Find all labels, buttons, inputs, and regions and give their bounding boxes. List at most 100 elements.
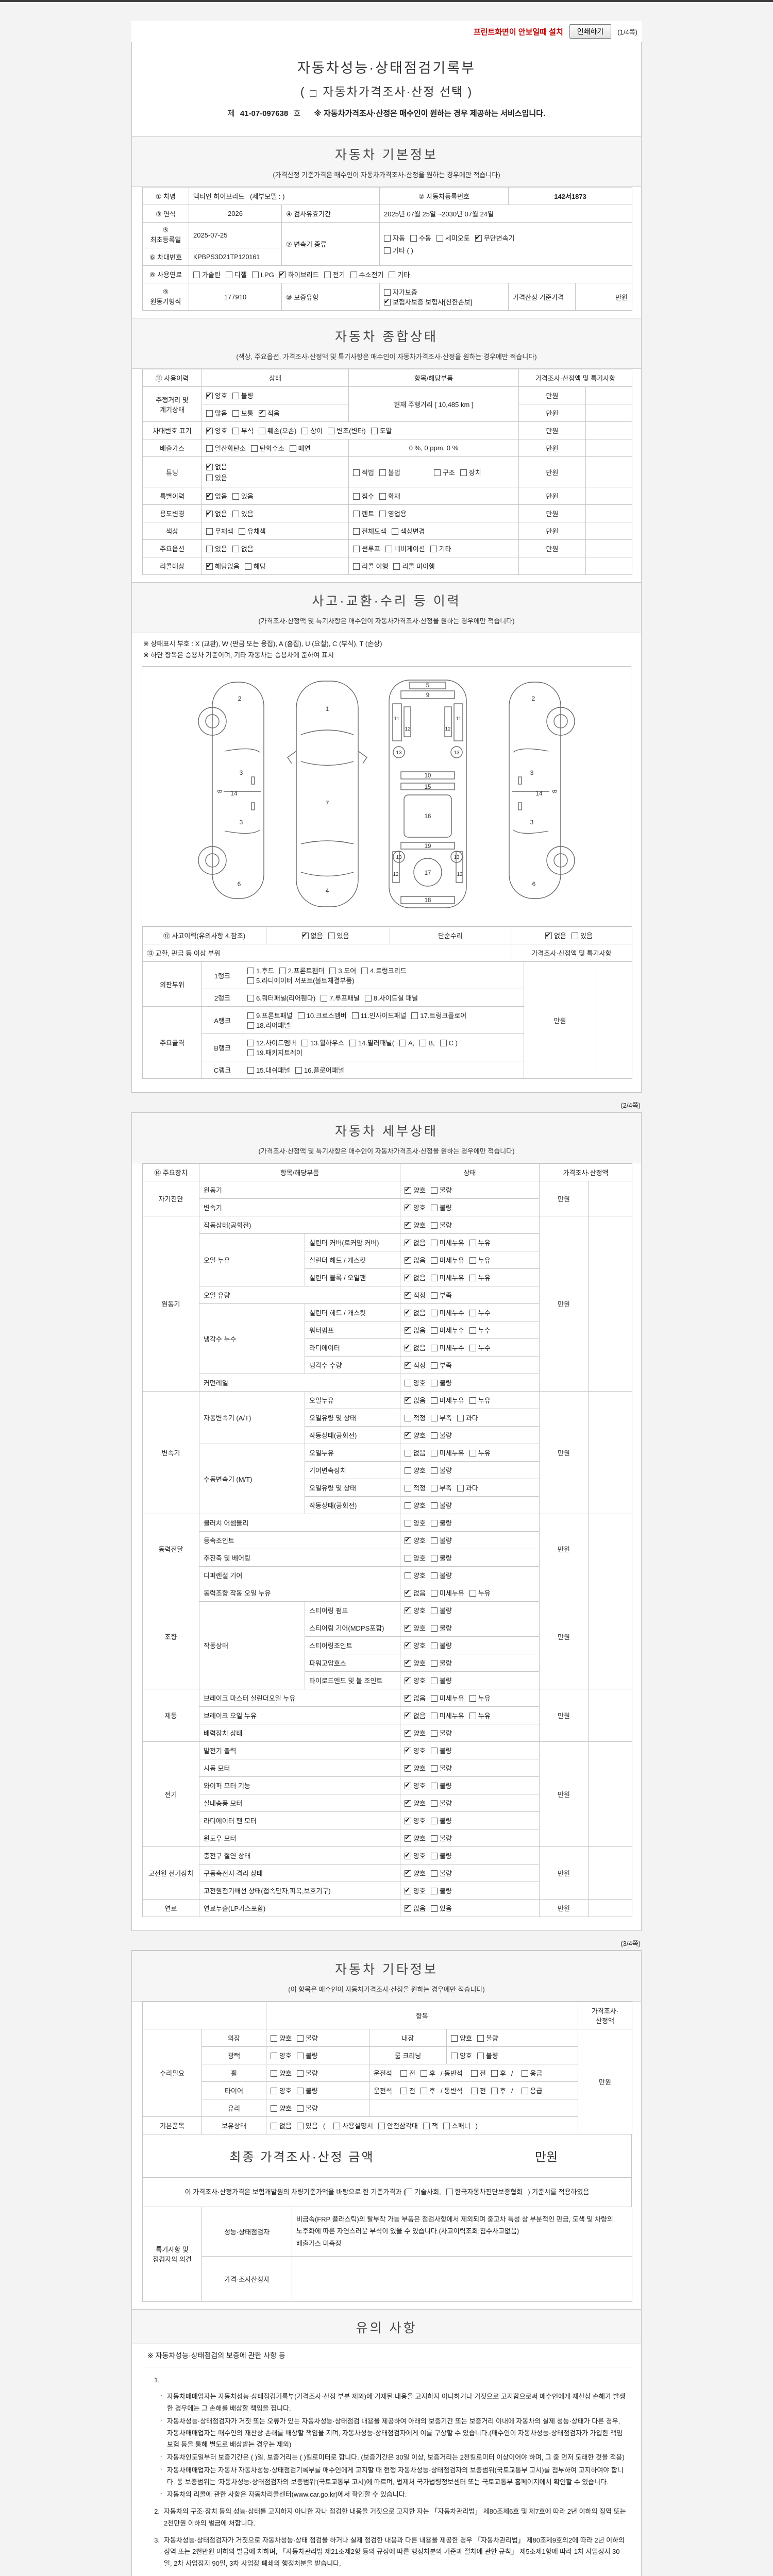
checkbox-checked[interactable]: [405, 1221, 411, 1229]
checkbox[interactable]: [353, 563, 360, 570]
checkbox-option[interactable]: 12.사이드멤버: [247, 1038, 296, 1047]
checkbox-option[interactable]: 불량: [477, 2050, 498, 2060]
checkbox-option[interactable]: 없음: [232, 544, 254, 553]
print-button[interactable]: 인쇄하기: [569, 24, 612, 39]
checkbox-option[interactable]: 미세누수: [430, 1343, 464, 1352]
checkbox[interactable]: [378, 2123, 385, 2130]
checkbox[interactable]: [430, 1257, 438, 1264]
checkbox[interactable]: [469, 1310, 476, 1317]
checkbox[interactable]: [430, 1835, 438, 1842]
checkbox[interactable]: [430, 1765, 438, 1772]
checkbox-option[interactable]: 누유: [469, 1273, 491, 1282]
checkbox-option[interactable]: 10.크로스멤버: [297, 1010, 347, 1020]
checkbox-checked[interactable]: [405, 1606, 411, 1615]
checkbox-option[interactable]: 과다: [457, 1413, 478, 1422]
checkbox-option[interactable]: 부식: [232, 426, 254, 435]
checkbox-option[interactable]: 응급: [521, 2086, 542, 2095]
checkbox-option[interactable]: 미세누수: [430, 1325, 464, 1335]
checkbox-option[interactable]: 후: [491, 2068, 506, 2078]
checkbox-option[interactable]: 세미오토: [436, 233, 470, 243]
valuation-select-checkbox[interactable]: [309, 90, 316, 97]
checkbox[interactable]: [271, 2123, 277, 2130]
checkbox-option[interactable]: 누유: [469, 1395, 491, 1405]
checkbox[interactable]: [430, 1275, 438, 1282]
checkbox-checked[interactable]: [405, 1869, 411, 1877]
checkbox[interactable]: [301, 1040, 308, 1047]
checkbox-option[interactable]: 15.대쉬패널: [247, 1065, 290, 1075]
checkbox[interactable]: [430, 1380, 438, 1387]
checkbox-checked[interactable]: [405, 1641, 411, 1650]
checkbox-checked[interactable]: [405, 1431, 411, 1439]
checkbox-checked[interactable]: [206, 562, 213, 570]
checkbox[interactable]: [491, 2070, 498, 2077]
checkbox-option[interactable]: 누수: [469, 1325, 491, 1335]
checkbox-checked[interactable]: [405, 1834, 411, 1842]
checkbox[interactable]: [271, 2105, 277, 2112]
checkbox-option[interactable]: 누수: [469, 1308, 491, 1317]
checkbox-checked[interactable]: [405, 1185, 411, 1194]
checkbox-checked[interactable]: [545, 931, 552, 940]
checkbox-checked[interactable]: [405, 1886, 411, 1895]
checkbox[interactable]: [430, 1607, 438, 1615]
checkbox[interactable]: [271, 2053, 277, 2060]
checkbox-option[interactable]: 불량: [430, 1745, 452, 1755]
checkbox-option[interactable]: 매연: [289, 443, 311, 453]
checkbox-option[interactable]: 양호: [405, 1518, 426, 1528]
checkbox-option[interactable]: 양호: [405, 1185, 426, 1195]
checkbox-option[interactable]: 부족: [430, 1413, 452, 1422]
checkbox-option[interactable]: 부족: [430, 1360, 452, 1370]
checkbox-option[interactable]: 자가보증: [384, 287, 417, 297]
checkbox-option[interactable]: 부족: [430, 1483, 452, 1493]
checkbox[interactable]: [430, 1642, 438, 1650]
checkbox-option[interactable]: 양호: [405, 1868, 426, 1878]
checkbox[interactable]: [430, 1327, 438, 1334]
checkbox-option[interactable]: 9.프론트패널: [247, 1010, 293, 1020]
checkbox[interactable]: [430, 1362, 438, 1369]
checkbox-checked[interactable]: [405, 1588, 411, 1597]
checkbox-option[interactable]: 양호: [405, 1745, 426, 1755]
checkbox[interactable]: [384, 289, 391, 296]
checkbox-checked[interactable]: [301, 931, 309, 940]
checkbox[interactable]: [405, 1502, 411, 1510]
checkbox[interactable]: [430, 1205, 438, 1212]
checkbox-option[interactable]: 있음: [328, 930, 349, 940]
checkbox-option[interactable]: 디젤: [225, 269, 247, 279]
checkbox-checked[interactable]: [206, 462, 213, 470]
checkbox-option[interactable]: 부족: [430, 1290, 452, 1300]
checkbox[interactable]: [289, 445, 296, 452]
checkbox-option[interactable]: 미세누유: [430, 1395, 464, 1405]
checkbox[interactable]: [399, 1040, 407, 1047]
checkbox-option[interactable]: 양호: [405, 1781, 426, 1790]
checkbox-option[interactable]: 기타: [430, 544, 451, 553]
checkbox-option[interactable]: 렌트: [353, 509, 374, 518]
checkbox[interactable]: [405, 1555, 411, 1562]
checkbox[interactable]: [419, 1040, 427, 1047]
checkbox-option[interactable]: 해당: [244, 561, 266, 571]
checkbox-option[interactable]: 안전삼각대: [378, 2121, 418, 2130]
checkbox[interactable]: [271, 2088, 277, 2095]
checkbox-checked[interactable]: [206, 391, 213, 399]
checkbox[interactable]: [491, 2088, 498, 2095]
checkbox[interactable]: [225, 272, 232, 278]
checkbox-option[interactable]: 불량: [430, 1570, 452, 1580]
checkbox-option[interactable]: 후: [491, 2086, 506, 2095]
checkbox-option[interactable]: 미세누유: [430, 1693, 464, 1703]
checkbox-option[interactable]: 하이브리드: [279, 269, 319, 279]
checkbox[interactable]: [430, 1240, 438, 1247]
checkbox[interactable]: [353, 469, 360, 476]
checkbox-checked[interactable]: [405, 1658, 411, 1667]
checkbox-option[interactable]: 19.패키지트레이: [247, 1047, 303, 1057]
checkbox-checked[interactable]: [206, 426, 213, 434]
checkbox-option[interactable]: 없음: [405, 1308, 426, 1317]
checkbox[interactable]: [430, 1467, 438, 1475]
checkbox-option[interactable]: 전: [470, 2068, 486, 2078]
checkbox[interactable]: [469, 1397, 476, 1404]
checkbox-option[interactable]: 리콜 이행: [353, 561, 388, 571]
checkbox[interactable]: [333, 2123, 341, 2130]
checkbox-option[interactable]: 6.쿼터패널(리어휀다): [247, 993, 315, 1003]
checkbox-option[interactable]: 전체도색: [353, 526, 386, 536]
checkbox[interactable]: [271, 2035, 277, 2042]
checkbox-option[interactable]: 화재: [379, 491, 400, 501]
checkbox-option[interactable]: 있음: [296, 2121, 318, 2130]
checkbox[interactable]: [430, 1397, 438, 1404]
